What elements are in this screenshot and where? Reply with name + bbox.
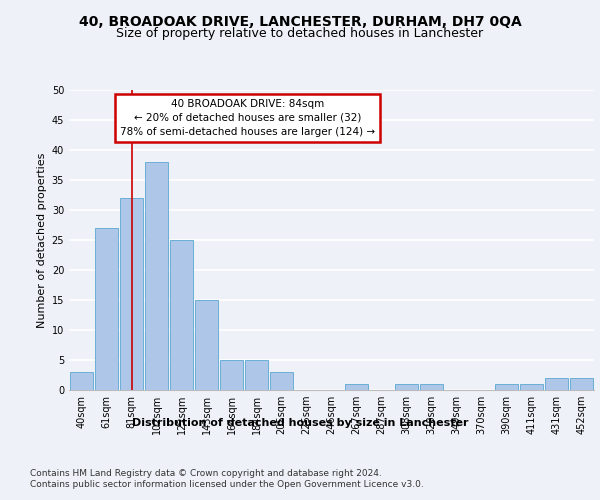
Text: 40 BROADOAK DRIVE: 84sqm
← 20% of detached houses are smaller (32)
78% of semi-d: 40 BROADOAK DRIVE: 84sqm ← 20% of detach… xyxy=(120,99,375,137)
Bar xyxy=(395,384,418,390)
Bar xyxy=(345,384,368,390)
Text: Contains public sector information licensed under the Open Government Licence v3: Contains public sector information licen… xyxy=(30,480,424,489)
Bar xyxy=(170,240,193,390)
Bar xyxy=(70,372,93,390)
Text: Size of property relative to detached houses in Lanchester: Size of property relative to detached ho… xyxy=(116,28,484,40)
Text: Contains HM Land Registry data © Crown copyright and database right 2024.: Contains HM Land Registry data © Crown c… xyxy=(30,468,382,477)
Bar xyxy=(270,372,293,390)
Y-axis label: Number of detached properties: Number of detached properties xyxy=(37,152,47,328)
Bar xyxy=(420,384,443,390)
Bar xyxy=(220,360,243,390)
Bar xyxy=(145,162,168,390)
Bar xyxy=(545,378,568,390)
Bar xyxy=(570,378,593,390)
Bar xyxy=(95,228,118,390)
Bar xyxy=(520,384,543,390)
Bar xyxy=(195,300,218,390)
Text: 40, BROADOAK DRIVE, LANCHESTER, DURHAM, DH7 0QA: 40, BROADOAK DRIVE, LANCHESTER, DURHAM, … xyxy=(79,15,521,29)
Text: Distribution of detached houses by size in Lanchester: Distribution of detached houses by size … xyxy=(132,418,468,428)
Bar xyxy=(245,360,268,390)
Bar xyxy=(120,198,143,390)
Bar xyxy=(495,384,518,390)
